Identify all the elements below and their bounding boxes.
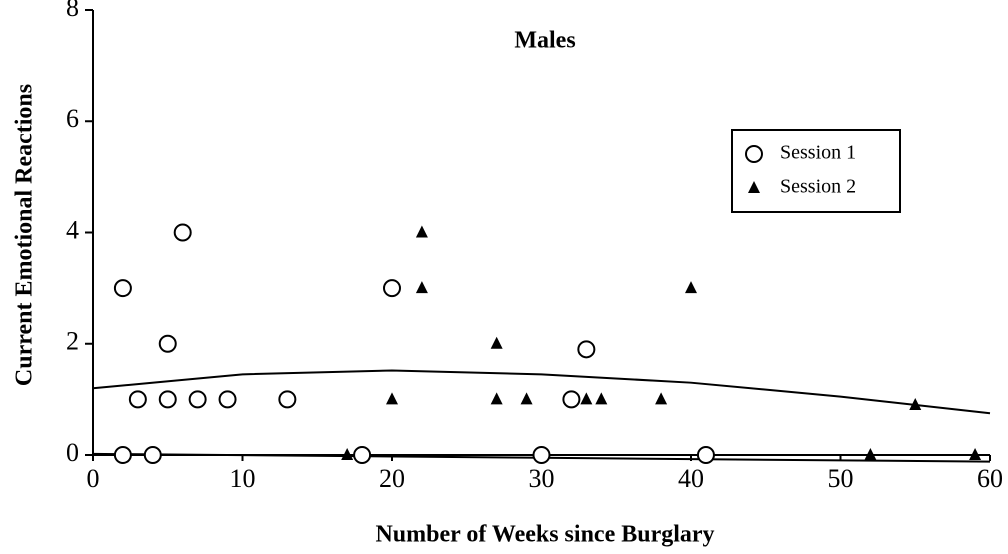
point <box>520 392 533 405</box>
point <box>577 340 596 359</box>
point <box>218 390 237 409</box>
x-tick-label: 40 <box>678 464 704 493</box>
y-tick-label: 0 <box>66 438 79 467</box>
y-axis-label: Current Emotional Reactions <box>12 84 38 386</box>
legend-marker <box>745 145 763 163</box>
legend-marker <box>748 181 760 193</box>
point <box>490 392 503 405</box>
point <box>173 223 192 242</box>
point <box>909 397 922 410</box>
y-tick-label: 4 <box>66 215 79 244</box>
x-tick-label: 50 <box>828 464 854 493</box>
y-tick-label: 2 <box>66 327 79 356</box>
point <box>969 448 982 460</box>
point <box>113 279 132 298</box>
point <box>188 390 207 409</box>
x-tick-label: 10 <box>230 464 256 493</box>
fit-line <box>92 369 991 415</box>
point <box>490 336 503 349</box>
point <box>278 390 297 409</box>
point <box>580 392 593 405</box>
point <box>383 279 401 298</box>
point <box>696 446 715 464</box>
point <box>113 446 132 464</box>
point <box>685 281 697 294</box>
point <box>532 446 551 464</box>
point <box>128 390 147 409</box>
x-tick-label: 0 <box>87 464 100 493</box>
x-tick-label: 60 <box>977 464 1003 493</box>
y-tick-label: 8 <box>66 0 79 22</box>
point <box>415 225 428 238</box>
x-axis-label: Number of Weeks since Burglary <box>375 522 714 548</box>
y-tick-label: 6 <box>66 104 79 133</box>
x-tick-label: 20 <box>379 464 405 493</box>
x-tick-label: 30 <box>529 464 555 493</box>
chart-title: Males <box>514 28 575 54</box>
point <box>562 390 581 409</box>
legend-label: Session 1 <box>780 142 856 164</box>
point <box>158 334 177 353</box>
point <box>655 392 668 405</box>
point <box>143 446 162 464</box>
legend-label: Session 2 <box>780 176 856 198</box>
point <box>386 392 398 405</box>
point <box>415 281 428 294</box>
point <box>595 392 608 405</box>
point <box>864 448 877 460</box>
point <box>341 448 354 460</box>
point <box>353 446 372 464</box>
point <box>158 390 177 409</box>
legend-box <box>731 129 901 213</box>
